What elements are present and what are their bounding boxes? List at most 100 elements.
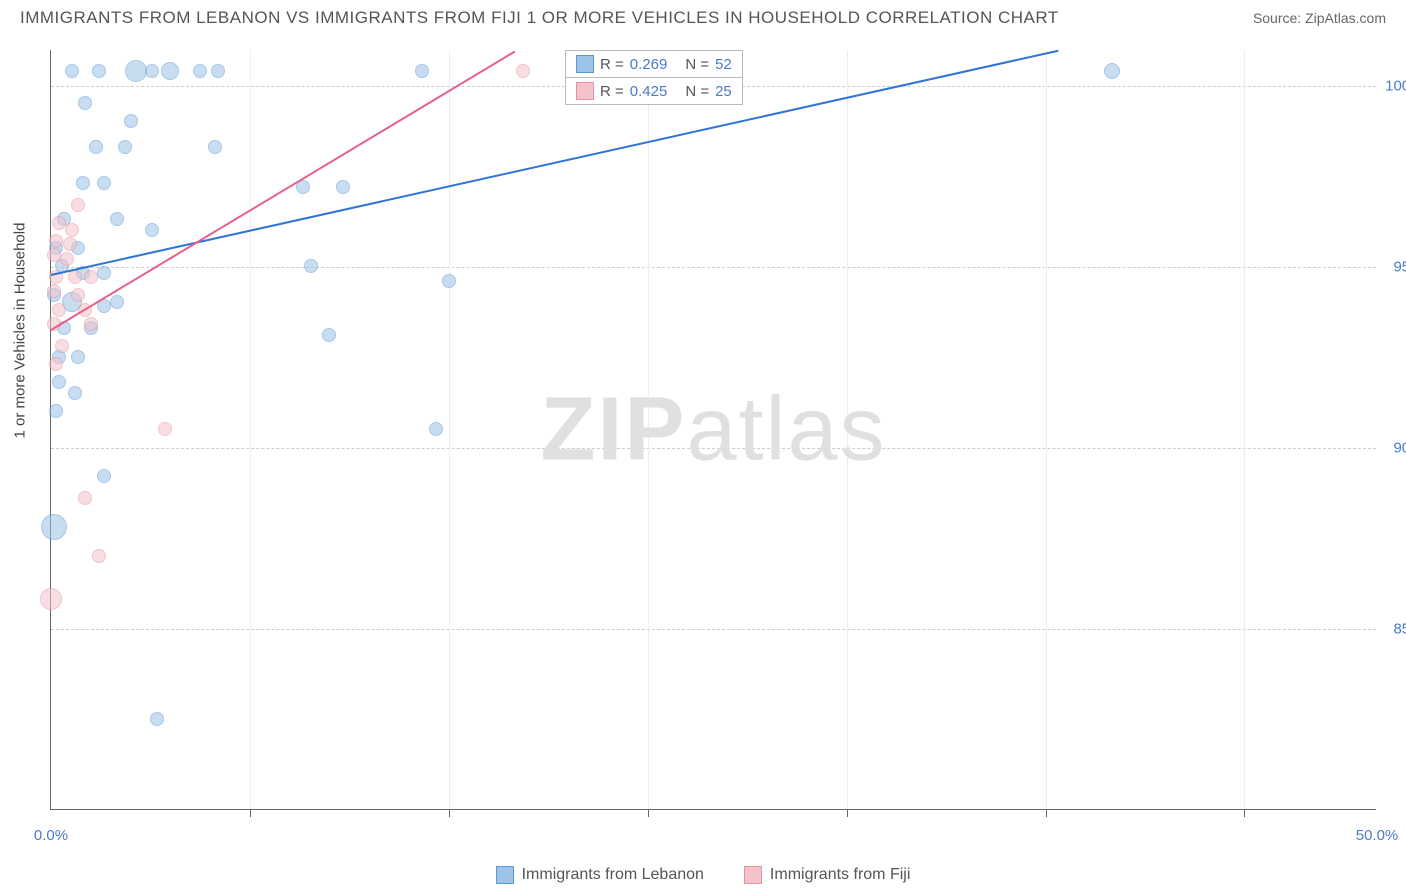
data-point [52, 216, 66, 230]
x-tick [1046, 809, 1047, 817]
y-axis-title: 1 or more Vehicles in Household [12, 223, 29, 439]
stats-legend-row: R = 0.269 N = 52 [566, 51, 742, 77]
x-tick [847, 809, 848, 817]
data-point [415, 64, 429, 78]
watermark-light: atlas [686, 379, 886, 479]
y-tick-label: 95.0% [1393, 259, 1406, 276]
legend-swatch-icon [744, 866, 762, 884]
gridline-v [250, 50, 251, 809]
watermark: ZIPatlas [540, 378, 886, 481]
bottom-legend: Immigrants from Lebanon Immigrants from … [0, 866, 1406, 884]
data-point [193, 64, 207, 78]
data-point [68, 386, 82, 400]
data-point [97, 176, 111, 190]
data-point [304, 259, 318, 273]
data-point [78, 491, 92, 505]
y-tick-label: 85.0% [1393, 621, 1406, 638]
x-tick-label: 0.0% [34, 827, 68, 844]
legend-swatch-icon [576, 55, 594, 73]
data-point [49, 404, 63, 418]
legend-label: Immigrants from Fiji [770, 866, 910, 884]
legend-swatch-icon [496, 866, 514, 884]
watermark-bold: ZIP [540, 379, 686, 479]
data-point [84, 317, 98, 331]
data-point [49, 234, 63, 248]
stats-legend-row: R = 0.425 N = 25 [566, 77, 742, 104]
data-point [516, 64, 530, 78]
data-point [208, 140, 222, 154]
data-point [110, 212, 124, 226]
data-point [65, 64, 79, 78]
x-tick-label: 50.0% [1356, 827, 1399, 844]
stat-n-value: 52 [715, 56, 732, 73]
plot-area: ZIPatlas 85.0%90.0%95.0%100.0%0.0%50.0% [50, 50, 1376, 810]
data-point [71, 198, 85, 212]
data-point [97, 266, 111, 280]
stat-n-label: N = [685, 83, 709, 100]
stat-r-value: 0.269 [630, 56, 668, 73]
data-point [110, 295, 124, 309]
data-point [161, 62, 179, 80]
data-point [145, 223, 159, 237]
data-point [89, 140, 103, 154]
trend-line [50, 50, 515, 330]
legend-item-fiji: Immigrants from Fiji [744, 866, 910, 884]
stat-r-label: R = [600, 56, 624, 73]
stats-legend: R = 0.269 N = 52 R = 0.425 N = 25 [565, 50, 743, 105]
data-point [47, 284, 61, 298]
data-point [52, 375, 66, 389]
stat-r-value: 0.425 [630, 83, 668, 100]
data-point [41, 514, 67, 540]
x-tick [648, 809, 649, 817]
stat-n-value: 25 [715, 83, 732, 100]
data-point [63, 237, 77, 251]
data-point [429, 422, 443, 436]
gridline-v [847, 50, 848, 809]
data-point [442, 274, 456, 288]
legend-label: Immigrants from Lebanon [522, 866, 704, 884]
source-label: Source: ZipAtlas.com [1253, 10, 1386, 26]
data-point [92, 549, 106, 563]
legend-item-lebanon: Immigrants from Lebanon [496, 866, 704, 884]
data-point [49, 357, 63, 371]
data-point [84, 270, 98, 284]
legend-swatch-icon [576, 82, 594, 100]
x-tick [1244, 809, 1245, 817]
chart-title: IMMIGRANTS FROM LEBANON VS IMMIGRANTS FR… [20, 8, 1059, 28]
y-tick-label: 100.0% [1385, 78, 1406, 95]
data-point [52, 303, 66, 317]
data-point [60, 252, 74, 266]
data-point [150, 712, 164, 726]
data-point [145, 64, 159, 78]
data-point [76, 176, 90, 190]
data-point [1104, 63, 1120, 79]
data-point [125, 60, 147, 82]
stat-r-label: R = [600, 83, 624, 100]
data-point [322, 328, 336, 342]
data-point [97, 469, 111, 483]
x-tick [250, 809, 251, 817]
data-point [124, 114, 138, 128]
gridline-v [1244, 50, 1245, 809]
trend-line [51, 50, 1059, 276]
data-point [78, 96, 92, 110]
data-point [211, 64, 225, 78]
data-point [65, 223, 79, 237]
data-point [55, 339, 69, 353]
data-point [158, 422, 172, 436]
data-point [92, 64, 106, 78]
data-point [47, 248, 61, 262]
stat-n-label: N = [685, 56, 709, 73]
data-point [40, 588, 62, 610]
data-point [68, 270, 82, 284]
x-tick [449, 809, 450, 817]
data-point [118, 140, 132, 154]
data-point [336, 180, 350, 194]
data-point [71, 350, 85, 364]
title-bar: IMMIGRANTS FROM LEBANON VS IMMIGRANTS FR… [0, 0, 1406, 36]
data-point [71, 288, 85, 302]
gridline-v [648, 50, 649, 809]
gridline-v [1046, 50, 1047, 809]
gridline-v [449, 50, 450, 809]
y-tick-label: 90.0% [1393, 440, 1406, 457]
